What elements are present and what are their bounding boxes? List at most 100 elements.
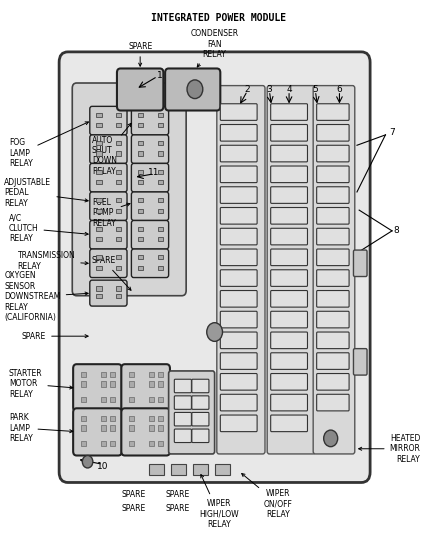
Bar [129,441,134,446]
FancyBboxPatch shape [90,107,127,135]
Bar [129,372,134,377]
Circle shape [207,322,223,341]
FancyBboxPatch shape [121,364,170,411]
FancyBboxPatch shape [353,250,367,277]
FancyBboxPatch shape [220,187,257,204]
Bar [81,416,86,421]
Text: 1: 1 [157,71,163,80]
FancyBboxPatch shape [174,413,191,426]
FancyBboxPatch shape [220,207,257,224]
Bar [110,441,115,446]
Text: 7: 7 [389,128,395,137]
FancyBboxPatch shape [174,379,191,393]
Bar [138,255,143,260]
Bar [158,227,163,231]
Bar [96,141,102,146]
Bar [149,464,164,475]
Text: SPARE: SPARE [165,504,190,513]
Bar [171,464,186,475]
Bar [138,237,143,241]
Bar [116,255,121,260]
FancyBboxPatch shape [313,86,355,454]
Bar [116,208,121,213]
FancyBboxPatch shape [192,379,209,393]
FancyBboxPatch shape [192,413,209,426]
FancyBboxPatch shape [131,221,169,249]
FancyBboxPatch shape [220,228,257,245]
Bar [158,208,163,213]
FancyBboxPatch shape [220,394,257,411]
FancyBboxPatch shape [317,228,349,245]
Bar [138,112,143,117]
FancyBboxPatch shape [220,415,257,432]
Bar [110,416,115,421]
Bar [158,265,163,270]
Bar [158,416,163,421]
Bar [158,151,163,156]
Bar [116,141,121,146]
Bar [116,198,121,203]
Text: 8: 8 [393,227,399,236]
Bar [158,180,163,184]
Bar [158,255,163,260]
FancyBboxPatch shape [90,164,127,192]
Bar [96,123,102,127]
Bar [116,265,121,270]
Bar [138,151,143,156]
Bar [81,425,86,431]
Bar [96,151,102,156]
FancyBboxPatch shape [317,207,349,224]
FancyBboxPatch shape [317,374,349,390]
Bar [149,372,154,377]
Bar [193,464,208,475]
FancyBboxPatch shape [131,164,169,192]
Text: 5: 5 [312,85,318,94]
FancyBboxPatch shape [220,249,257,265]
Text: AUTO
SHUT
DOWN
RELAY: AUTO SHUT DOWN RELAY [92,123,131,176]
Circle shape [187,80,203,99]
Bar [158,372,163,377]
Bar [116,286,121,290]
Bar [96,169,102,174]
FancyBboxPatch shape [220,290,257,307]
Bar [158,112,163,117]
Bar [116,112,121,117]
Bar [158,397,163,402]
Text: HEATED
MIRROR
RELAY: HEATED MIRROR RELAY [359,434,420,464]
Bar [158,141,163,146]
FancyBboxPatch shape [271,228,307,245]
Bar [138,198,143,203]
Bar [101,416,106,421]
Text: OXYGEN
SENSOR
DOWNSTREAM
RELAY
(CALIFORNIA): OXYGEN SENSOR DOWNSTREAM RELAY (CALIFORN… [4,271,88,322]
FancyBboxPatch shape [220,125,257,141]
Bar [149,397,154,402]
Bar [158,441,163,446]
FancyBboxPatch shape [165,68,220,110]
Bar [101,425,106,431]
FancyBboxPatch shape [220,311,257,328]
FancyBboxPatch shape [174,429,191,442]
Bar [149,381,154,386]
FancyBboxPatch shape [271,332,307,349]
Bar [129,425,134,431]
FancyBboxPatch shape [220,374,257,390]
Bar [116,237,121,241]
FancyBboxPatch shape [271,353,307,369]
Bar [96,112,102,117]
FancyBboxPatch shape [317,125,349,141]
FancyBboxPatch shape [174,396,191,409]
FancyBboxPatch shape [73,364,122,411]
Text: WIPER
ON/OFF
RELAY: WIPER ON/OFF RELAY [242,473,293,519]
Bar [81,381,86,386]
FancyBboxPatch shape [271,125,307,141]
Bar [158,425,163,431]
Bar [96,255,102,260]
Bar [116,123,121,127]
Bar [138,169,143,174]
Circle shape [82,456,93,468]
Text: 4: 4 [286,85,292,94]
FancyBboxPatch shape [267,86,315,454]
Text: FOG
LAMP
RELAY: FOG LAMP RELAY [9,122,88,168]
FancyBboxPatch shape [317,394,349,411]
FancyBboxPatch shape [317,249,349,265]
